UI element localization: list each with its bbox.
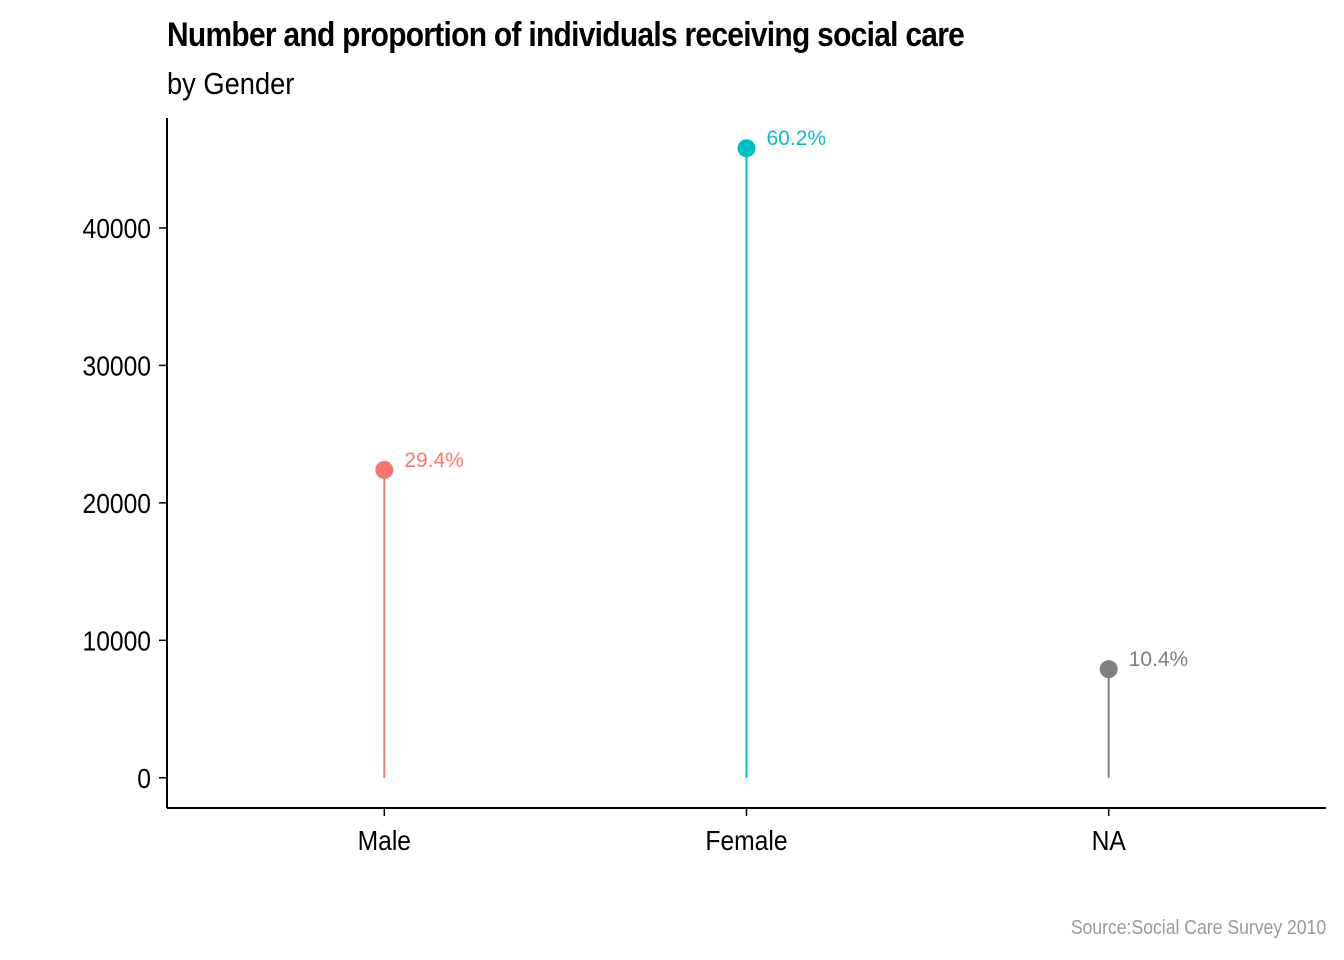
y-axis-ticks: 0 10000 20000 30000 40000 — [83, 212, 167, 794]
lollipop-point — [375, 460, 394, 479]
x-tick-label: Male — [358, 825, 411, 857]
data-label: 10.4% — [1129, 648, 1189, 671]
y-tick-label: 40000 — [83, 212, 151, 244]
y-tick-label: 10000 — [83, 625, 151, 657]
data-label: 29.4% — [404, 449, 464, 472]
y-tick-label: 30000 — [83, 350, 151, 382]
x-axis-ticks: Male Female NA — [358, 808, 1127, 857]
chart-title: Number and proportion of individuals rec… — [167, 16, 965, 54]
source-caption: Source:Social Care Survey 2010 — [1070, 917, 1326, 939]
lollipop-point — [1099, 660, 1118, 679]
chart-subtitle: by Gender — [167, 66, 295, 101]
y-tick-label: 0 — [137, 762, 151, 794]
data-label: 60.2% — [767, 127, 827, 150]
x-tick-label: NA — [1092, 825, 1127, 857]
x-tick-label: Female — [705, 825, 787, 857]
data-marks: 29.4% 60.2% 10.4% — [375, 127, 1188, 778]
lollipop-point — [737, 139, 756, 158]
y-tick-label: 20000 — [83, 487, 151, 519]
